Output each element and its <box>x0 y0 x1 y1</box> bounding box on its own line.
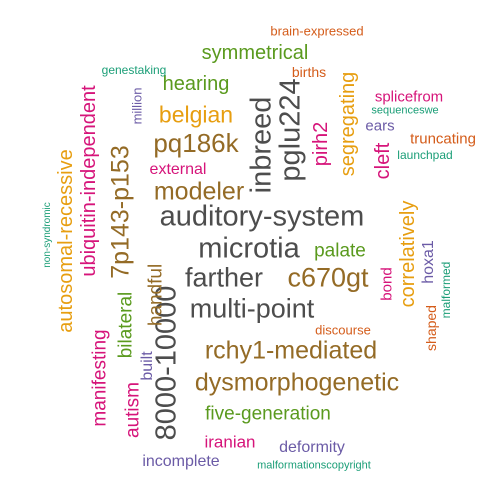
word-hearing: hearing <box>162 73 230 95</box>
word-deformity: deformity <box>279 439 345 456</box>
word-incomplete: incomplete <box>142 453 220 470</box>
word-pirh2: pirh2 <box>310 121 332 167</box>
word-belgian: belgian <box>158 101 234 128</box>
word-correlatively: correlatively <box>397 200 419 308</box>
word-launchpad: launchpad <box>397 148 453 162</box>
word-rchy1-mediated: rchy1-mediated <box>204 336 378 365</box>
word-manifesting: manifesting <box>89 329 111 427</box>
word-inbreed: inbreed <box>245 96 278 194</box>
word-bond: bond <box>378 267 396 301</box>
word-hoxa1: hoxa1 <box>420 240 437 284</box>
word-non-syndromic: non-syndromic <box>42 202 53 268</box>
word-handful: handful <box>145 263 167 327</box>
word-autism: autism <box>122 382 144 438</box>
word-c670gt: c670gt <box>287 262 369 293</box>
word-cleft: cleft <box>372 142 394 180</box>
word-discourse: discourse <box>315 322 371 338</box>
word-microtia: microtia <box>198 232 300 265</box>
word-7p143-p153: 7p143-p153 <box>106 145 135 279</box>
word-iranian: iranian <box>204 432 256 452</box>
word-auditory-system: auditory-system <box>159 200 365 233</box>
word-external: external <box>149 161 207 178</box>
word-malformed: malformed <box>439 261 453 319</box>
word-modeler: modeler <box>153 177 245 206</box>
word-sequenceswe: sequenceswe <box>371 104 439 117</box>
word-truncating: truncating <box>410 130 476 148</box>
word-ubiquitin-independent: ubiquitin-independent <box>78 85 100 277</box>
word-genestaking: genestaking <box>101 63 167 77</box>
word-palate: palate <box>314 240 366 262</box>
word-dysmorphogenetic: dysmorphogenetic <box>194 368 400 397</box>
word-autosomal-recessive: autosomal-recessive <box>55 149 77 333</box>
word-farther: farther <box>184 262 264 293</box>
word-births: births <box>291 64 327 80</box>
word-splicefrom: splicefrom <box>374 88 444 106</box>
word-symmetrical: symmetrical <box>201 42 309 64</box>
word-segregating: segregating <box>337 71 359 177</box>
word-built: built <box>139 351 156 381</box>
word-ears: ears <box>365 117 395 135</box>
word-shaped: shaped <box>423 305 439 351</box>
word-pglu224: pglu224 <box>274 78 307 182</box>
word-brain-expressed: brain-expressed <box>270 23 364 39</box>
word-bilateral: bilateral <box>115 291 137 359</box>
word-million: million <box>129 87 145 125</box>
word-pq186k: pq186k <box>153 128 239 158</box>
word-five-generation: five-generation <box>205 403 331 425</box>
word-multi-point: multi-point <box>189 293 315 324</box>
word-malformationscopyright: malformationscopyright <box>257 459 371 472</box>
